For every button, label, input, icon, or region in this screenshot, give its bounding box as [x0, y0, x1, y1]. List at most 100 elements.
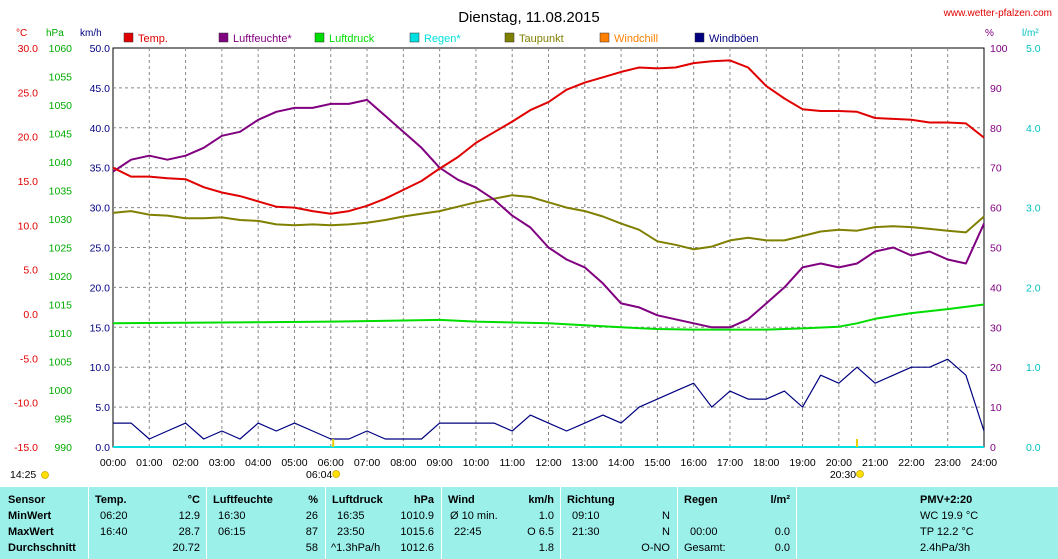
- col-separator: [560, 487, 561, 559]
- col-separator: [441, 487, 442, 559]
- wind-tick-label: 5.0: [95, 402, 110, 414]
- row-label-avg: Durchschnitt: [8, 542, 76, 554]
- header-temp-unit: °C: [187, 494, 200, 506]
- pressure-tick-label: 1010: [49, 328, 73, 340]
- humidity-tick-label: 60: [990, 203, 1002, 215]
- x-tick-label: 20:00: [826, 457, 852, 469]
- x-tick-label: 21:00: [862, 457, 888, 469]
- legend-label: Temp.: [138, 33, 168, 45]
- row-label-max: MaxWert: [8, 526, 54, 538]
- avg-press-trend: ^1.3hPa/h: [331, 542, 381, 554]
- max-dir-time: 21:30: [572, 526, 600, 538]
- header-humidity-unit: %: [308, 494, 318, 506]
- x-tick-label: 11:00: [499, 457, 525, 469]
- min-hum-value: 26: [305, 510, 318, 522]
- max-hum-time: 06:15: [218, 526, 246, 538]
- x-tick-label: 16:00: [681, 457, 707, 469]
- x-tick-label: 24:00: [971, 457, 997, 469]
- min-dir-value: N: [662, 510, 670, 522]
- pressure-tick-label: 1000: [49, 385, 73, 397]
- humidity-unit-label: %: [985, 28, 994, 39]
- rain-tick-label: 1.0: [1026, 362, 1041, 374]
- legend-swatch: [599, 32, 610, 43]
- site-url[interactable]: www.wetter-pfalzen.com: [943, 8, 1052, 19]
- axis-tick-labels: 30.0 25.0 20.0 15.0 10.0 5.0 0.0 -5.0 -10.0 -15.0…: [14, 43, 1041, 469]
- avg-hum-value: 58: [305, 542, 318, 554]
- legend-label: Luftfeuchte*: [233, 33, 292, 45]
- min-dir-time: 09:10: [572, 510, 600, 522]
- x-tick-label: 09:00: [426, 457, 452, 469]
- min-press-value: 1010.9: [400, 510, 434, 522]
- sunset-time: 20:30: [830, 469, 856, 481]
- stats-table: Sensor Temp. °C Luftfeuchte % Luftdruck …: [0, 487, 1058, 559]
- temp-unit-label: °C: [16, 28, 27, 39]
- max-rain-value: 0.0: [774, 526, 790, 538]
- header-direction: Richtung: [567, 494, 615, 506]
- legend-swatch: [694, 32, 705, 43]
- x-tick-label: 04:00: [245, 457, 271, 469]
- humidity-tick-label: 80: [990, 123, 1002, 135]
- pressure-tick-label: 1025: [49, 243, 73, 255]
- wind-tick-label: 45.0: [90, 83, 111, 95]
- series-line-taupunkt: [112, 194, 985, 251]
- x-tick-label: 13:00: [572, 457, 598, 469]
- header-pmv: PMV+2:20: [920, 494, 973, 506]
- header-wind: Wind: [448, 494, 475, 506]
- pressure-tick-label: 1005: [49, 357, 73, 369]
- chart-title: Dienstag, 11.08.2015: [458, 9, 600, 26]
- pressure-unit-label: hPa: [46, 28, 64, 39]
- x-tick-label: 12:00: [535, 457, 561, 469]
- wind-unit-label: km/h: [80, 28, 102, 39]
- series-line-temp: [112, 59, 985, 215]
- avg-rain-label: Gesamt:: [684, 542, 726, 554]
- rain-tick-label: 5.0: [1026, 43, 1041, 55]
- min-wind-time: Ø 10 min.: [450, 510, 498, 522]
- pressure-tick-label: 990: [54, 442, 72, 454]
- temp-tick-label: 25.0: [18, 87, 39, 99]
- temp-tick-label: 20.0: [18, 132, 39, 144]
- avg-dir-value: O-NO: [641, 542, 670, 554]
- wind-tick-label: 30.0: [90, 203, 111, 215]
- legend-label: Windchill: [614, 33, 658, 45]
- rain-tick-label: 4.0: [1026, 123, 1041, 135]
- temp-tick-label: 15.0: [18, 176, 39, 188]
- sun-icon: [856, 470, 864, 478]
- max-temp-value: 28.7: [178, 526, 200, 538]
- header-rain-unit: l/m²: [770, 494, 790, 506]
- header-sensor: Sensor: [8, 494, 46, 506]
- max-wind-time: 22:45: [454, 526, 482, 538]
- x-tick-label: 15:00: [644, 457, 670, 469]
- pressure-tick-label: 1045: [49, 129, 73, 141]
- min-temp-value: 12.9: [178, 510, 200, 522]
- humidity-tick-label: 0: [990, 442, 996, 454]
- avg-pmv: 2.4hPa/3h: [920, 542, 971, 554]
- col-separator: [88, 487, 89, 559]
- series-line-luftfeuchte: [112, 98, 985, 329]
- wind-tick-label: 25.0: [90, 243, 111, 255]
- max-hum-value: 87: [305, 526, 318, 538]
- header-temp: Temp.: [95, 494, 127, 506]
- pressure-tick-label: 995: [54, 414, 72, 426]
- x-tick-label: 10:00: [463, 457, 489, 469]
- pressure-tick-label: 1030: [49, 214, 73, 226]
- legend-label: Regen*: [424, 33, 461, 45]
- humidity-tick-label: 30: [990, 322, 1002, 334]
- temp-tick-label: -15.0: [14, 442, 38, 454]
- pressure-tick-label: 1055: [49, 72, 73, 84]
- rain-tick-label: 0.0: [1026, 442, 1041, 454]
- min-temp-time: 06:20: [100, 510, 128, 522]
- header-rain: Regen: [684, 494, 718, 506]
- wind-tick-label: 20.0: [90, 282, 111, 294]
- pressure-tick-label: 1040: [49, 157, 73, 169]
- wind-tick-label: 40.0: [90, 123, 111, 135]
- pressure-tick-label: 1015: [49, 300, 73, 312]
- header-pressure-unit: hPa: [413, 494, 434, 506]
- min-press-time: 16:35: [337, 510, 365, 522]
- col-separator: [796, 487, 797, 559]
- x-tick-label: 03:00: [209, 457, 235, 469]
- x-tick-label: 19:00: [789, 457, 815, 469]
- series-line-luftdruck: [112, 303, 985, 331]
- wind-tick-label: 35.0: [90, 163, 111, 175]
- col-separator: [206, 487, 207, 559]
- max-wind-value: O 6.5: [527, 526, 554, 538]
